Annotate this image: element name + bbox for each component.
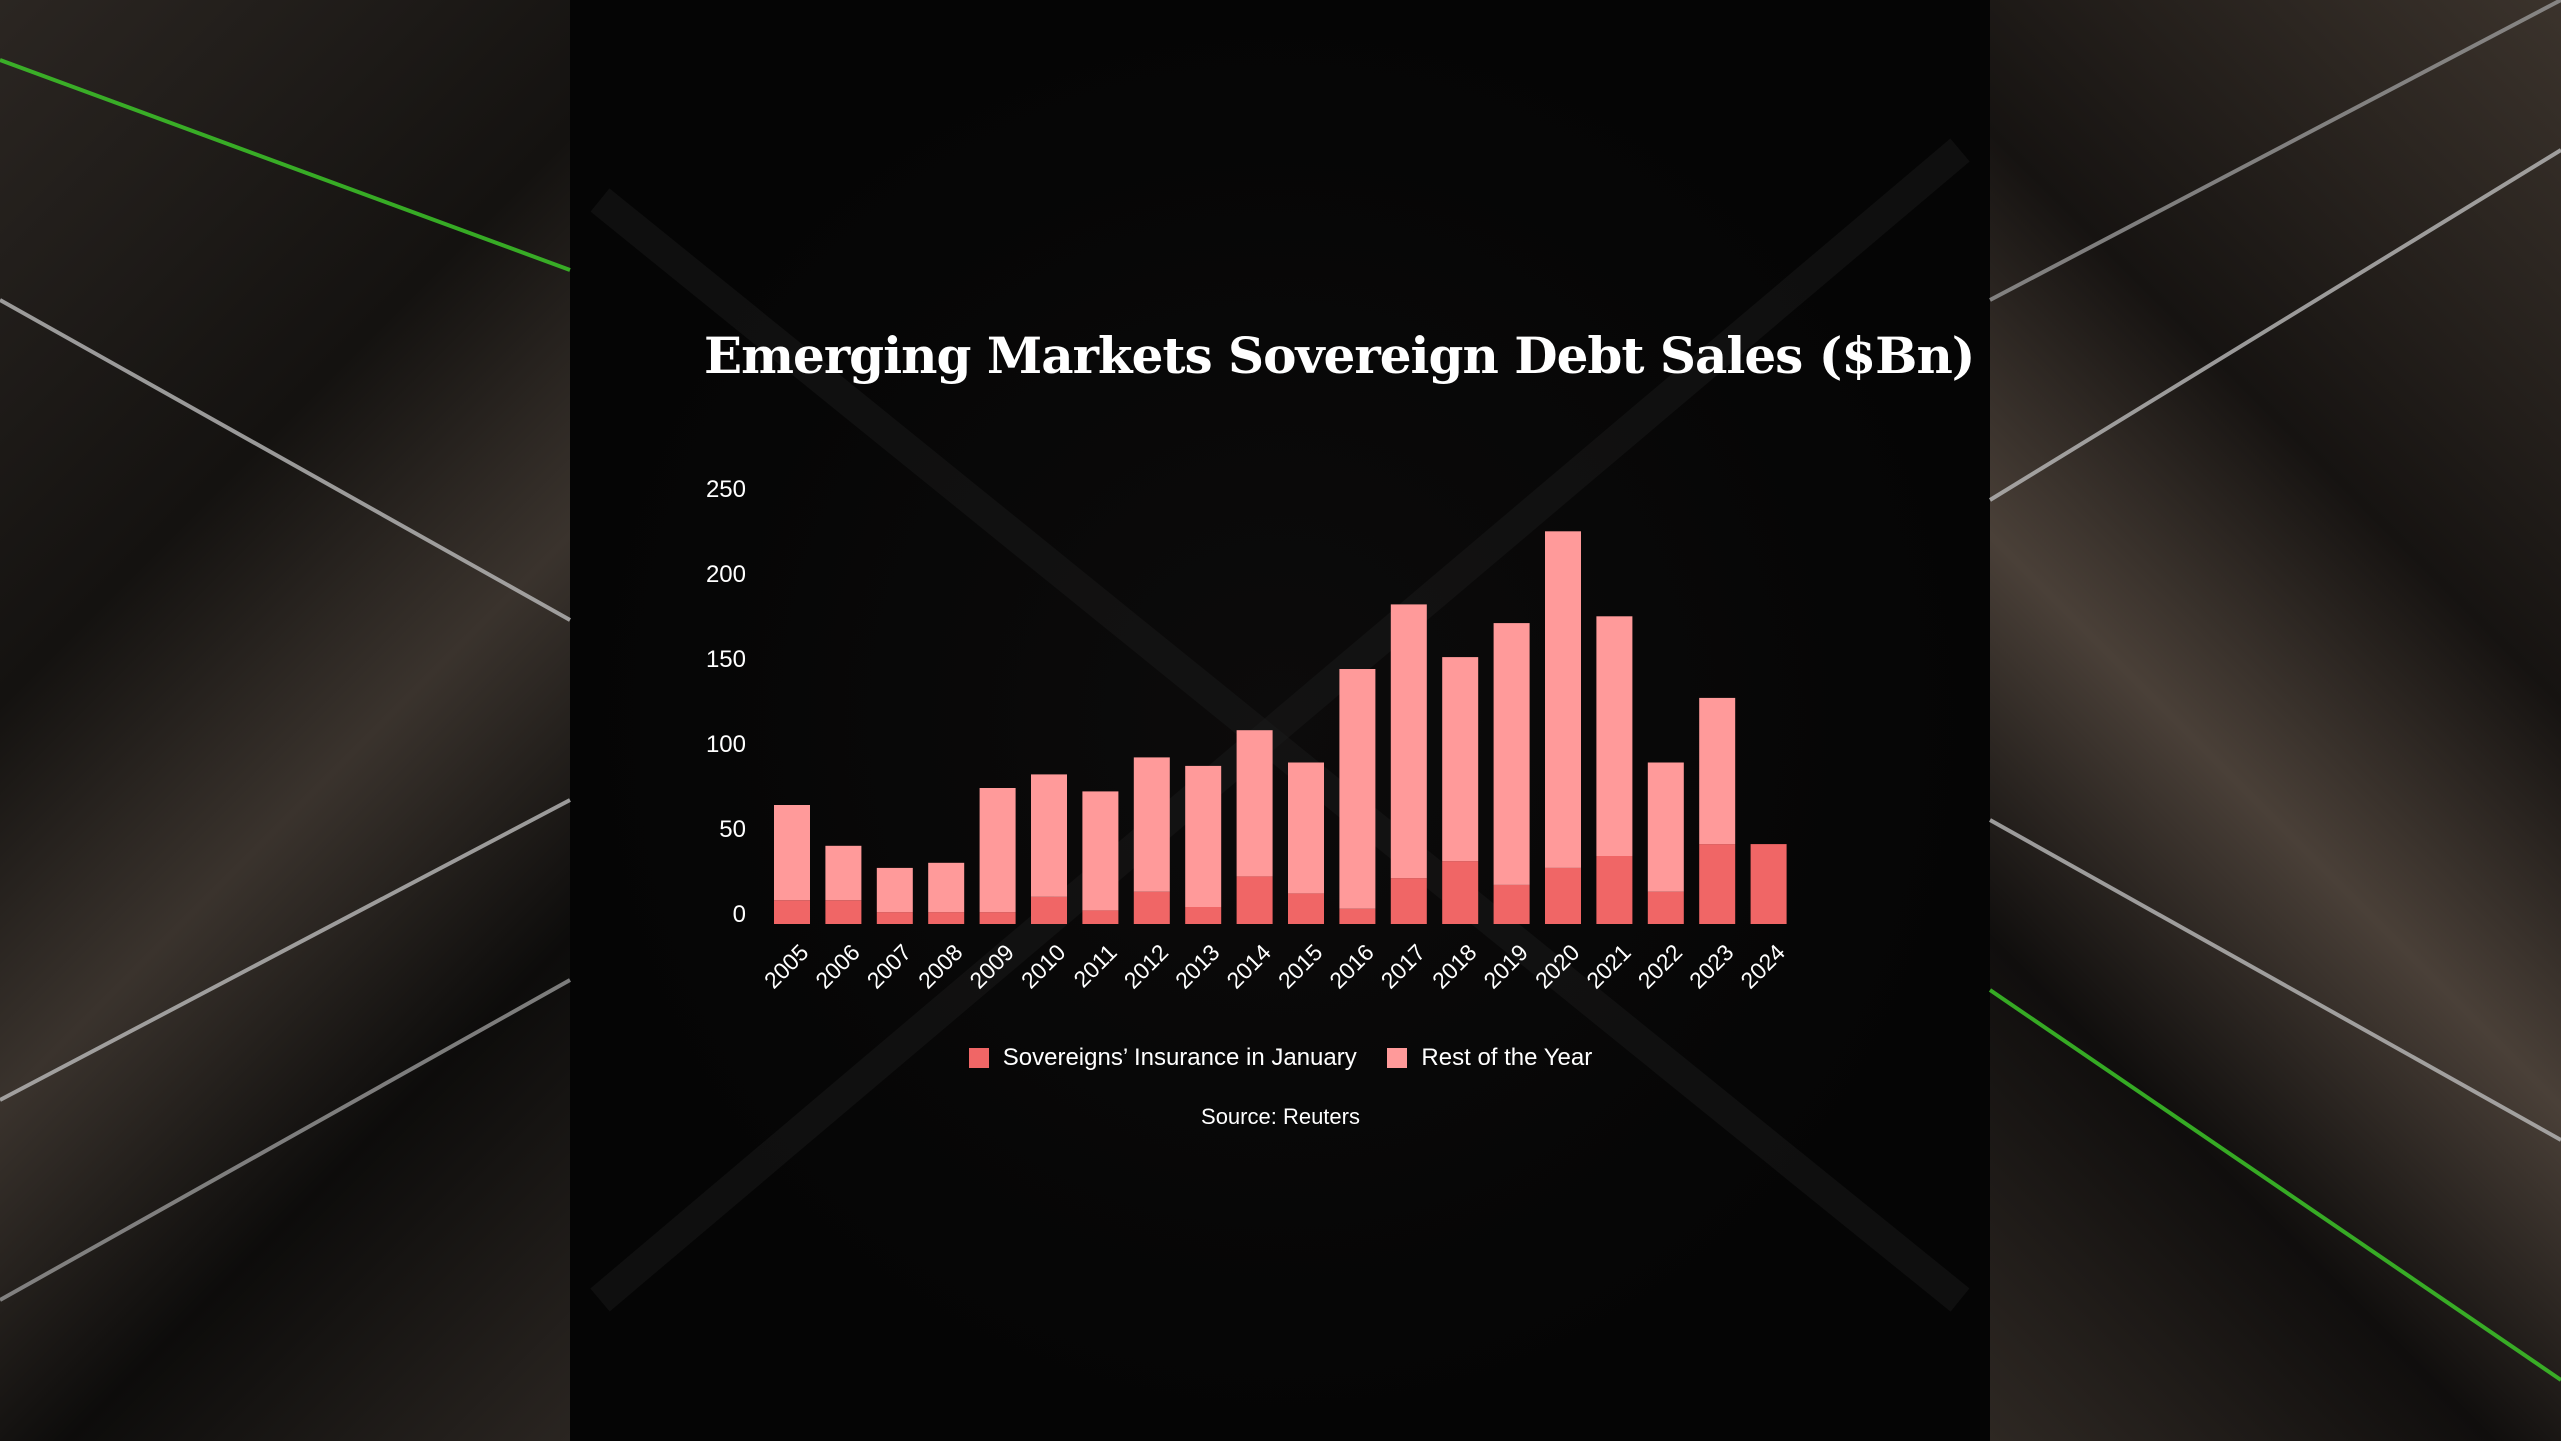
x-tick-label: 2017: [1376, 939, 1431, 994]
road-line: [1988, 988, 2561, 1382]
bar-january-2011: [1082, 910, 1119, 924]
road-shadow: [590, 138, 1970, 1312]
bar-january-2020: [1545, 867, 1581, 924]
legend-item-january: Sovereigns’ Insurance in January: [968, 1044, 1357, 1072]
bar-january-2015: [1288, 893, 1324, 924]
x-tick-label: 2007: [862, 939, 917, 994]
x-tick-label: 2009: [964, 939, 1019, 994]
bar-rest-2022: [1647, 762, 1684, 892]
bar-rest-2008: [928, 862, 965, 913]
x-tick-label: 2018: [1427, 939, 1482, 994]
bar-january-2008: [928, 912, 965, 924]
legend: Sovereigns’ Insurance in January Rest of…: [0, 1044, 2561, 1075]
x-tick-label: 2021: [1581, 939, 1636, 994]
bar-rest-2010: [1031, 774, 1067, 897]
x-tick-label: 2006: [810, 939, 865, 994]
road-line: [1989, 818, 2561, 1142]
bar-rest-2005: [774, 805, 810, 901]
legend-swatch-rest: [1387, 1048, 1408, 1068]
legend-item-rest: Rest of the Year: [1387, 1044, 1592, 1072]
bar-rest-2019: [1493, 623, 1530, 885]
bar-rest-2023: [1699, 697, 1736, 845]
x-tick-label: 2015: [1273, 939, 1328, 994]
left-road-photo: [0, 0, 570, 1441]
bar-rest-2016: [1339, 669, 1376, 909]
legend-label-january: Sovereigns’ Insurance in January: [1002, 1044, 1357, 1071]
road-line: [0, 798, 571, 1102]
bar-rest-2017: [1390, 604, 1427, 879]
x-tick-label: 2012: [1119, 939, 1174, 994]
y-tick-label: 200: [706, 561, 746, 588]
x-tick-label: 2022: [1633, 939, 1688, 994]
bar-rest-2006: [825, 845, 862, 901]
bar-january-2017: [1390, 878, 1427, 924]
x-tick-label: 2019: [1478, 939, 1533, 994]
bar-january-2007: [876, 912, 913, 924]
bar-rest-2007: [876, 867, 913, 913]
bar-rest-2020: [1545, 531, 1581, 868]
bar-rest-2018: [1442, 657, 1479, 862]
bar-rest-2012: [1133, 757, 1170, 892]
x-tick-label: 2011: [1068, 939, 1121, 992]
x-tick-label: 2005: [759, 939, 814, 994]
source-note: Source: Reuters: [1201, 1104, 1360, 1129]
right-road-photo: [1990, 0, 2561, 1441]
bar-january-2010: [1031, 896, 1067, 924]
x-tick-label: 2023: [1684, 939, 1739, 994]
chart-title: Emerging Markets Sovereign Debt Sales ($…: [704, 326, 1975, 385]
bar-january-2013: [1185, 907, 1222, 924]
bar-rest-2021: [1596, 616, 1633, 856]
bar-january-2016: [1339, 908, 1376, 924]
bar-january-2006: [825, 900, 862, 924]
x-tick-label: 2020: [1530, 939, 1585, 994]
bar-rest-2015: [1288, 762, 1324, 894]
legend-swatch-january: [968, 1048, 989, 1068]
road-shadow: [590, 188, 1970, 1312]
x-tick-label: 2016: [1324, 939, 1379, 994]
bar-rest-2013: [1185, 765, 1222, 907]
bar-january-2019: [1493, 884, 1530, 924]
road-line: [1988, 148, 2561, 502]
bar-rest-2011: [1082, 791, 1119, 911]
bar-january-2018: [1442, 861, 1479, 924]
y-tick-label: 50: [719, 816, 746, 843]
bar-rest-2009: [979, 788, 1016, 913]
road-line: [0, 298, 571, 622]
bar-january-2024: [1750, 844, 1787, 924]
bar-january-2012: [1133, 891, 1170, 924]
y-tick-label: 100: [706, 731, 746, 758]
bar-rest-2014: [1236, 730, 1273, 877]
y-tick-label: 0: [733, 901, 746, 928]
x-tick-label: 2024: [1735, 939, 1790, 994]
x-tick-label: 2013: [1170, 939, 1225, 994]
road-line: [0, 58, 571, 272]
bar-january-2022: [1647, 891, 1684, 924]
road-line: [1989, 0, 2561, 302]
bar-january-2009: [979, 912, 1016, 924]
bar-january-2014: [1236, 876, 1273, 924]
x-tick-label: 2008: [913, 939, 968, 994]
bar-january-2021: [1596, 856, 1633, 924]
road-line: [0, 978, 571, 1302]
x-tick-label: 2010: [1016, 939, 1071, 994]
y-tick-label: 150: [706, 646, 746, 673]
bar-january-2005: [774, 900, 810, 924]
x-tick-label: 2014: [1221, 939, 1276, 994]
bar-january-2023: [1699, 844, 1736, 924]
legend-label-rest: Rest of the Year: [1421, 1044, 1593, 1071]
y-tick-label: 250: [706, 476, 746, 503]
